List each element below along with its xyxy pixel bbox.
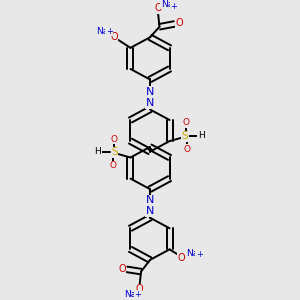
Text: O: O (183, 145, 190, 154)
Text: Na: Na (96, 27, 108, 36)
Text: O: O (183, 118, 190, 127)
Text: N: N (146, 195, 154, 205)
Text: N: N (146, 87, 154, 97)
Text: O: O (110, 135, 117, 144)
Text: O: O (118, 264, 126, 274)
Text: O: O (136, 284, 143, 294)
Text: Na: Na (161, 0, 173, 9)
Text: +: + (196, 250, 203, 260)
Text: Na: Na (124, 290, 137, 299)
Text: S: S (182, 131, 188, 141)
Text: +: + (106, 27, 113, 36)
Text: N: N (146, 206, 154, 216)
Text: S: S (111, 148, 118, 158)
Text: O: O (110, 161, 117, 170)
Text: O: O (154, 3, 162, 14)
Text: O: O (110, 32, 118, 42)
Text: H: H (198, 131, 204, 140)
Text: N: N (146, 98, 154, 108)
Text: H: H (94, 147, 101, 156)
Text: +: + (134, 290, 141, 299)
Text: O: O (175, 18, 183, 28)
Text: Na: Na (186, 249, 198, 258)
Text: +: + (171, 2, 178, 11)
Text: O: O (178, 253, 185, 263)
